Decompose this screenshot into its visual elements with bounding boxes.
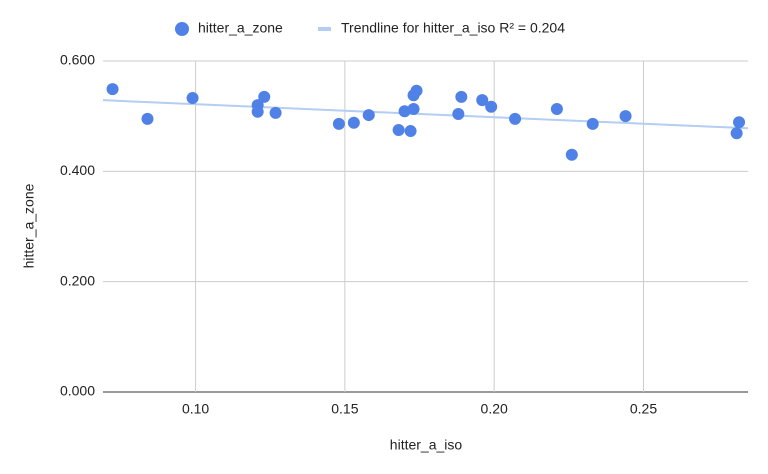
y-tick-label: 0.000 — [60, 383, 95, 399]
x-axis-title: hitter_a_iso — [390, 437, 463, 453]
point — [398, 105, 411, 118]
point — [347, 116, 360, 129]
point — [404, 125, 417, 138]
point — [455, 90, 468, 103]
point — [619, 110, 632, 123]
legend-label: Trendline for hitter_a_iso R² = 0.204 — [341, 20, 565, 36]
point — [186, 91, 199, 104]
x-tick-label: 0.10 — [182, 401, 209, 417]
point — [407, 102, 420, 115]
point — [476, 94, 489, 107]
point — [730, 127, 743, 140]
point — [733, 116, 746, 129]
y-tick-label: 0.400 — [60, 162, 95, 178]
point — [141, 112, 154, 125]
point — [586, 117, 599, 130]
point — [251, 105, 264, 118]
x-tick-label: 0.15 — [331, 401, 358, 417]
point — [269, 106, 282, 119]
x-tick-label: 0.20 — [481, 401, 508, 417]
point — [550, 102, 563, 115]
x-tick-label: 0.25 — [630, 401, 657, 417]
point — [392, 123, 405, 136]
legend-marker — [175, 22, 189, 36]
point — [565, 148, 578, 161]
point — [509, 112, 522, 125]
legend-label: hitter_a_zone — [198, 20, 283, 36]
point — [106, 83, 119, 96]
point — [452, 107, 465, 120]
y-tick-label: 0.600 — [60, 52, 95, 68]
y-tick-label: 0.200 — [60, 272, 95, 288]
point — [258, 90, 271, 103]
point — [485, 100, 498, 113]
trendline — [102, 99, 749, 130]
point — [362, 109, 375, 122]
y-axis-title: hitter_a_zone — [21, 183, 37, 268]
point — [410, 84, 423, 97]
point — [332, 117, 345, 130]
